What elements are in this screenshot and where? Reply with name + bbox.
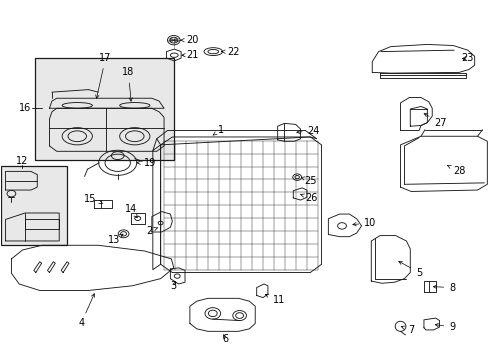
Text: 1: 1	[212, 125, 224, 135]
Text: 2: 2	[146, 226, 158, 236]
Text: 27: 27	[423, 114, 446, 128]
Text: 10: 10	[352, 218, 376, 228]
Text: 7: 7	[401, 325, 413, 335]
Text: 8: 8	[432, 283, 454, 293]
Text: 9: 9	[434, 322, 454, 332]
Text: 22: 22	[221, 46, 240, 57]
Text: 17: 17	[96, 53, 111, 98]
Text: 13: 13	[107, 234, 123, 245]
Text: 14: 14	[125, 204, 137, 218]
Text: 19: 19	[137, 158, 156, 168]
Text: 11: 11	[265, 294, 284, 305]
Text: 16: 16	[19, 103, 31, 113]
Text: 26: 26	[300, 193, 317, 203]
Bar	[0, 166, 66, 244]
Text: 3: 3	[170, 281, 177, 291]
Text: 15: 15	[84, 194, 102, 204]
Text: 24: 24	[296, 126, 319, 135]
Bar	[35, 58, 173, 160]
Text: 23: 23	[461, 53, 473, 63]
Text: 20: 20	[181, 35, 199, 45]
Text: 5: 5	[398, 261, 421, 278]
Text: 6: 6	[222, 333, 227, 343]
Text: 28: 28	[447, 165, 464, 176]
Text: 21: 21	[182, 50, 199, 60]
Text: 4: 4	[78, 294, 94, 328]
Text: 18: 18	[122, 67, 134, 101]
Text: 12: 12	[16, 156, 28, 166]
Text: 25: 25	[301, 176, 316, 186]
